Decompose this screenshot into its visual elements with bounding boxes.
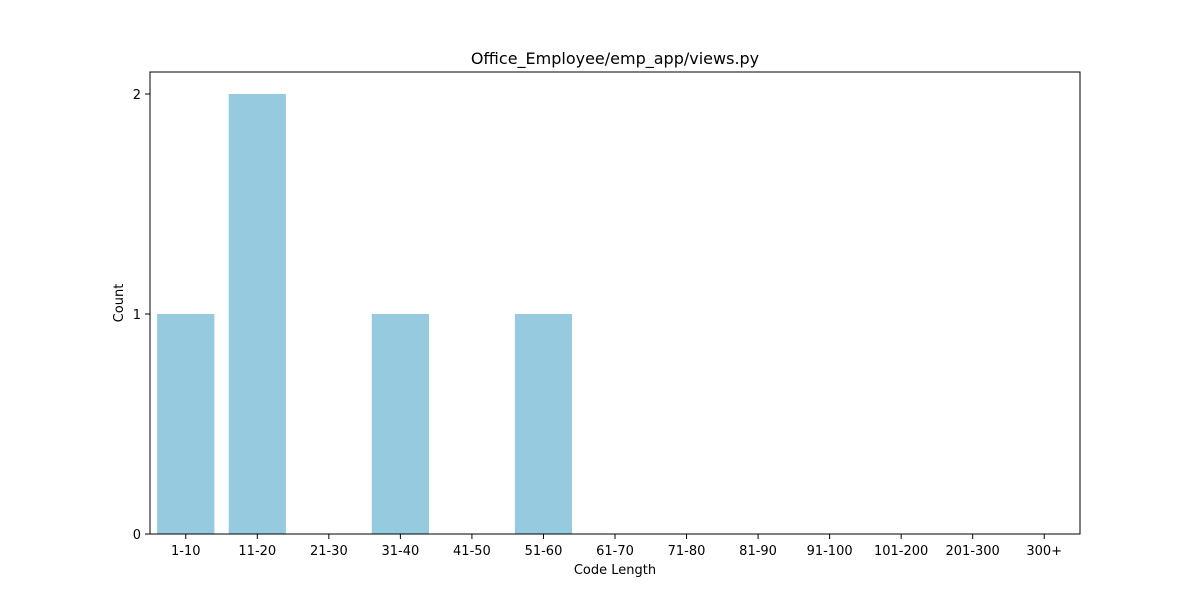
bar-1-10 (157, 314, 215, 534)
chart-title: Office_Employee/emp_app/views.py (471, 49, 759, 69)
x-tick-label: 61-70 (596, 544, 634, 559)
x-tick-label: 31-40 (381, 544, 419, 559)
x-tick-label: 11-20 (238, 544, 276, 559)
x-tick-label: 201-300 (946, 544, 1000, 559)
bars-group (157, 94, 573, 534)
x-tick-label: 21-30 (310, 544, 348, 559)
x-tick-label: 51-60 (525, 544, 563, 559)
y-tick-label: 2 (133, 88, 141, 103)
y-tick-label: 1 (133, 308, 141, 323)
x-tick-label: 71-80 (668, 544, 706, 559)
y-tick-label: 0 (133, 528, 141, 543)
x-tick-label: 300+ (1026, 544, 1062, 559)
bar-11-20 (228, 94, 286, 534)
bar-31-40 (371, 314, 429, 534)
x-tick-label: 101-200 (874, 544, 928, 559)
plot-frame (149, 71, 1081, 535)
x-tick-label: 91-100 (807, 544, 853, 559)
x-tick-label: 81-90 (739, 544, 777, 559)
x-tick-label: 41-50 (453, 544, 491, 559)
x-axis-label: Code Length (574, 563, 656, 578)
y-axis-label: Count (112, 284, 127, 323)
y-axis-ticks: 0 1 2 (133, 88, 150, 543)
x-tick-label: 1-10 (171, 544, 201, 559)
bar-51-60 (514, 314, 573, 534)
x-axis-ticks: 1-10 11-20 21-30 31-40 41-50 51-60 61-70 71-80 8… (171, 534, 1062, 559)
